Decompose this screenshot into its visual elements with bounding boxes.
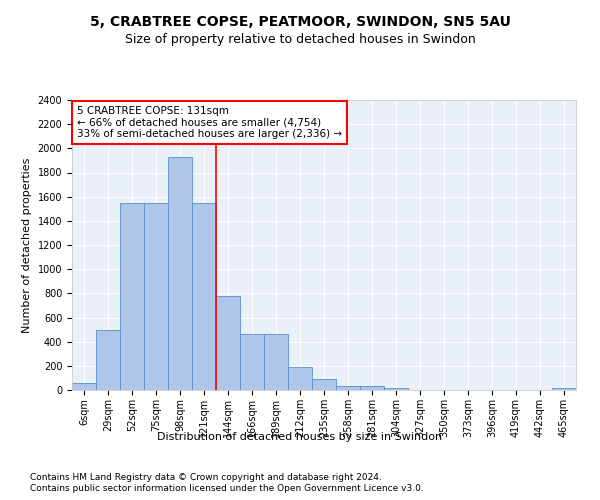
Bar [144,202,168,390]
Bar [312,379,336,390]
Bar [360,386,384,390]
Text: Contains HM Land Registry data © Crown copyright and database right 2024.: Contains HM Land Registry data © Crown c… [30,472,382,482]
Text: Contains public sector information licensed under the Open Government Licence v3: Contains public sector information licen… [30,484,424,493]
Bar [336,386,360,390]
Bar [96,330,120,390]
Bar [216,296,240,390]
Bar [552,388,576,390]
Text: 5 CRABTREE COPSE: 131sqm
← 66% of detached houses are smaller (4,754)
33% of sem: 5 CRABTREE COPSE: 131sqm ← 66% of detach… [77,106,342,139]
Bar [288,367,312,390]
Text: Size of property relative to detached houses in Swindon: Size of property relative to detached ho… [125,32,475,46]
Bar [240,334,264,390]
Bar [384,388,408,390]
Bar [264,334,288,390]
Y-axis label: Number of detached properties: Number of detached properties [22,158,32,332]
Bar [192,202,216,390]
Bar [168,157,192,390]
Bar [120,202,144,390]
Text: Distribution of detached houses by size in Swindon: Distribution of detached houses by size … [157,432,443,442]
Bar [72,383,96,390]
Text: 5, CRABTREE COPSE, PEATMOOR, SWINDON, SN5 5AU: 5, CRABTREE COPSE, PEATMOOR, SWINDON, SN… [89,15,511,29]
